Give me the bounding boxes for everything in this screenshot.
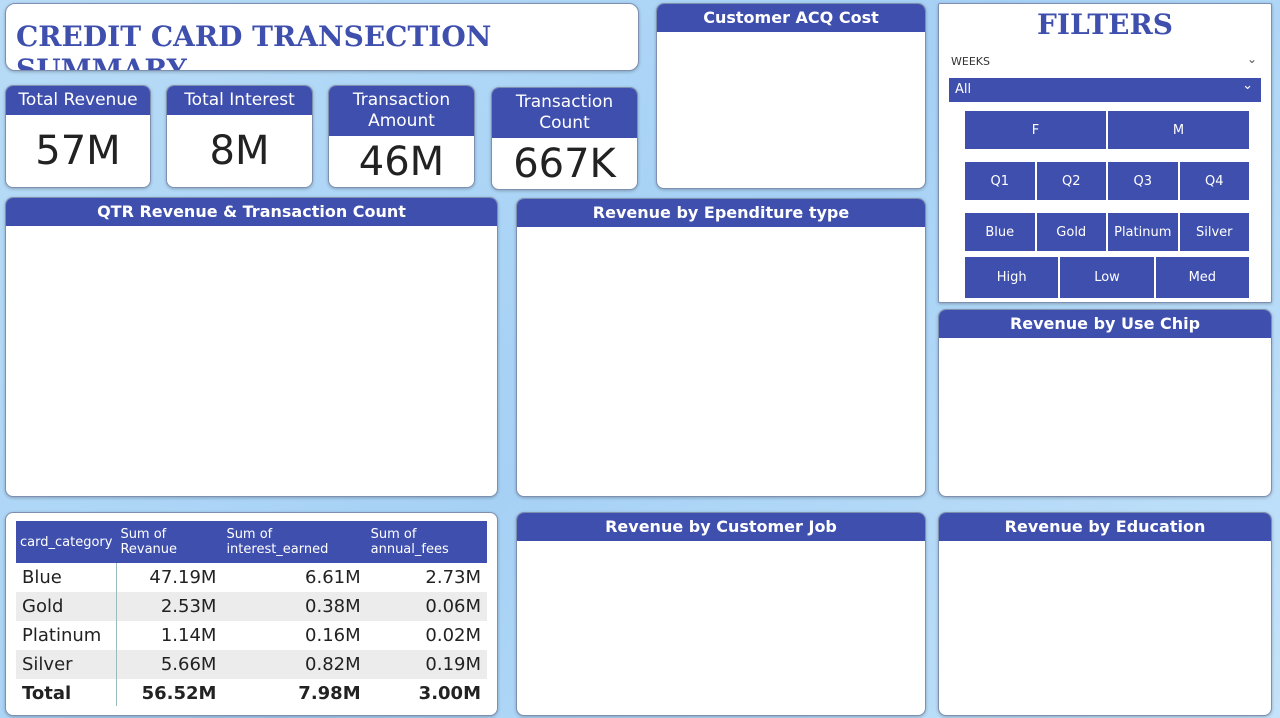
filter-button[interactable]: F [965, 111, 1106, 149]
chart-title: Revenue by Education [939, 513, 1271, 541]
chevron: ⌄ [1246, 52, 1257, 66]
table-cell: 2.53M [116, 592, 223, 621]
table-cell: 0.19M [366, 650, 487, 679]
table-cell: 0.16M [305, 625, 361, 646]
table-total: Total 56.52M 7.98M 3.00M [16, 679, 487, 706]
filters-panel: FILTERS WEEKS ⌄ All ⌄ F M Q1 Q2 Q3 Q4 Blue Gold P… [938, 3, 1272, 303]
table: card_category Sum of Revanue Sum of intere… [16, 521, 487, 706]
table-cell: 0.06M [366, 592, 487, 621]
dashboard-title: CREDIT CARD TRANSECTION SUMMARY [16, 20, 492, 71]
total-cell: 3.00M [418, 683, 481, 704]
kpi-card: Total Revenue 57M [5, 85, 151, 188]
total-cell: 56.52M [141, 683, 217, 704]
kpi-label: Transaction Count [492, 88, 637, 138]
filter-button[interactable]: High [965, 257, 1059, 298]
table-cell: Gold [16, 592, 117, 621]
column-header: Sum of annual_fees [366, 521, 487, 563]
kpi-value: 8M [209, 128, 270, 174]
weeks-value: All [955, 82, 972, 97]
kpi-value: 667K [513, 140, 616, 187]
total-cell: 7.98M [298, 683, 361, 704]
filter-button[interactable]: Blue [965, 213, 1035, 251]
table-row: Silver 5.66M 0.82M 0.19M [16, 650, 487, 679]
table-cell: Blue [16, 563, 117, 592]
chart-title: Revenue by Use Chip [939, 310, 1271, 338]
filter-button[interactable]: Gold [1036, 213, 1106, 251]
kpi-card: Total Interest 8M [166, 85, 313, 188]
table-cell: 47.19M [149, 567, 217, 588]
table-cell: 0.02M [425, 625, 481, 646]
chart-title: Revenue by Customer Job [517, 513, 925, 541]
filter-row: High Low Med [965, 257, 1249, 298]
filter-row: Blue Gold Platinum Silver [965, 213, 1249, 251]
table-row: Gold 2.53M 0.38M 0.06M [16, 592, 487, 621]
filter-button[interactable]: Q1 [965, 162, 1035, 200]
column-header: Sum of interest_earned [222, 521, 367, 563]
column-header: Sum of Revanue [116, 521, 223, 563]
kpi-label: Transaction Amount [329, 86, 474, 136]
filter-row: Q1 Q2 Q3 Q4 [965, 162, 1249, 200]
kpi-card: Transaction Amount 46M [328, 85, 475, 188]
table-panel: card_category Sum of Revanue Sum of intere… [5, 512, 498, 716]
filter-button[interactable]: Platinum [1108, 213, 1178, 251]
chart-panel: Revenue by Education [938, 512, 1272, 716]
kpi-label: Total Interest [167, 86, 312, 115]
table-header: card_category Sum of Revanue Sum of intere… [16, 521, 487, 563]
filter-button[interactable]: Q3 [1108, 162, 1178, 200]
column-header: card_category [16, 521, 117, 563]
chevron: ⌄ [1242, 78, 1253, 93]
chart-panel: QTR Revenue & Transaction Count [5, 197, 498, 497]
chart-title: Revenue by Ependiture type [517, 199, 925, 227]
filter-button[interactable]: Q2 [1036, 162, 1106, 200]
filter-button[interactable]: Med [1155, 257, 1249, 298]
table-row: Platinum 1.14M 0.16M 0.02M [16, 621, 487, 650]
filter-button[interactable]: Low [1060, 257, 1154, 298]
header: CREDIT CARD TRANSECTION SUMMARY [5, 3, 639, 71]
table-row: Blue 47.19M 6.61M 2.73M [16, 563, 487, 592]
table-cell: 1.14M [160, 625, 217, 646]
chart-panel: Revenue by Customer Job [516, 512, 926, 716]
filter-button[interactable]: M [1108, 111, 1249, 149]
weeks-label: WEEKS [951, 55, 990, 68]
kpi-label: Total Revenue [6, 86, 150, 115]
filter-button[interactable]: Silver [1179, 213, 1249, 251]
chart-title: QTR Revenue & Transaction Count [6, 198, 497, 226]
filter-button[interactable]: Q4 [1179, 162, 1249, 200]
chart-panel: Revenue by Ependiture type [516, 198, 926, 497]
table-cell: 5.66M [116, 650, 223, 679]
table-cell: 2.73M [425, 567, 481, 588]
total-cell: Total [16, 679, 117, 706]
chart-title: Customer ACQ Cost [657, 4, 925, 32]
kpi-value: 57M [35, 128, 121, 174]
chart-panel: Customer ACQ Cost [656, 3, 926, 189]
table-cell: 0.38M [222, 592, 367, 621]
kpi-card: Transaction Count 667K [491, 87, 638, 190]
weeks-dropdown[interactable]: All ⌄ [949, 78, 1261, 102]
table-cell: 6.61M [305, 567, 361, 588]
table-cell: Platinum [16, 621, 117, 650]
kpi-value: 46M [358, 138, 445, 185]
table-cell: 0.82M [222, 650, 367, 679]
table-cell: Silver [16, 650, 117, 679]
chart-panel: Revenue by Use Chip [938, 309, 1272, 497]
filters-title: FILTERS [1036, 8, 1174, 41]
